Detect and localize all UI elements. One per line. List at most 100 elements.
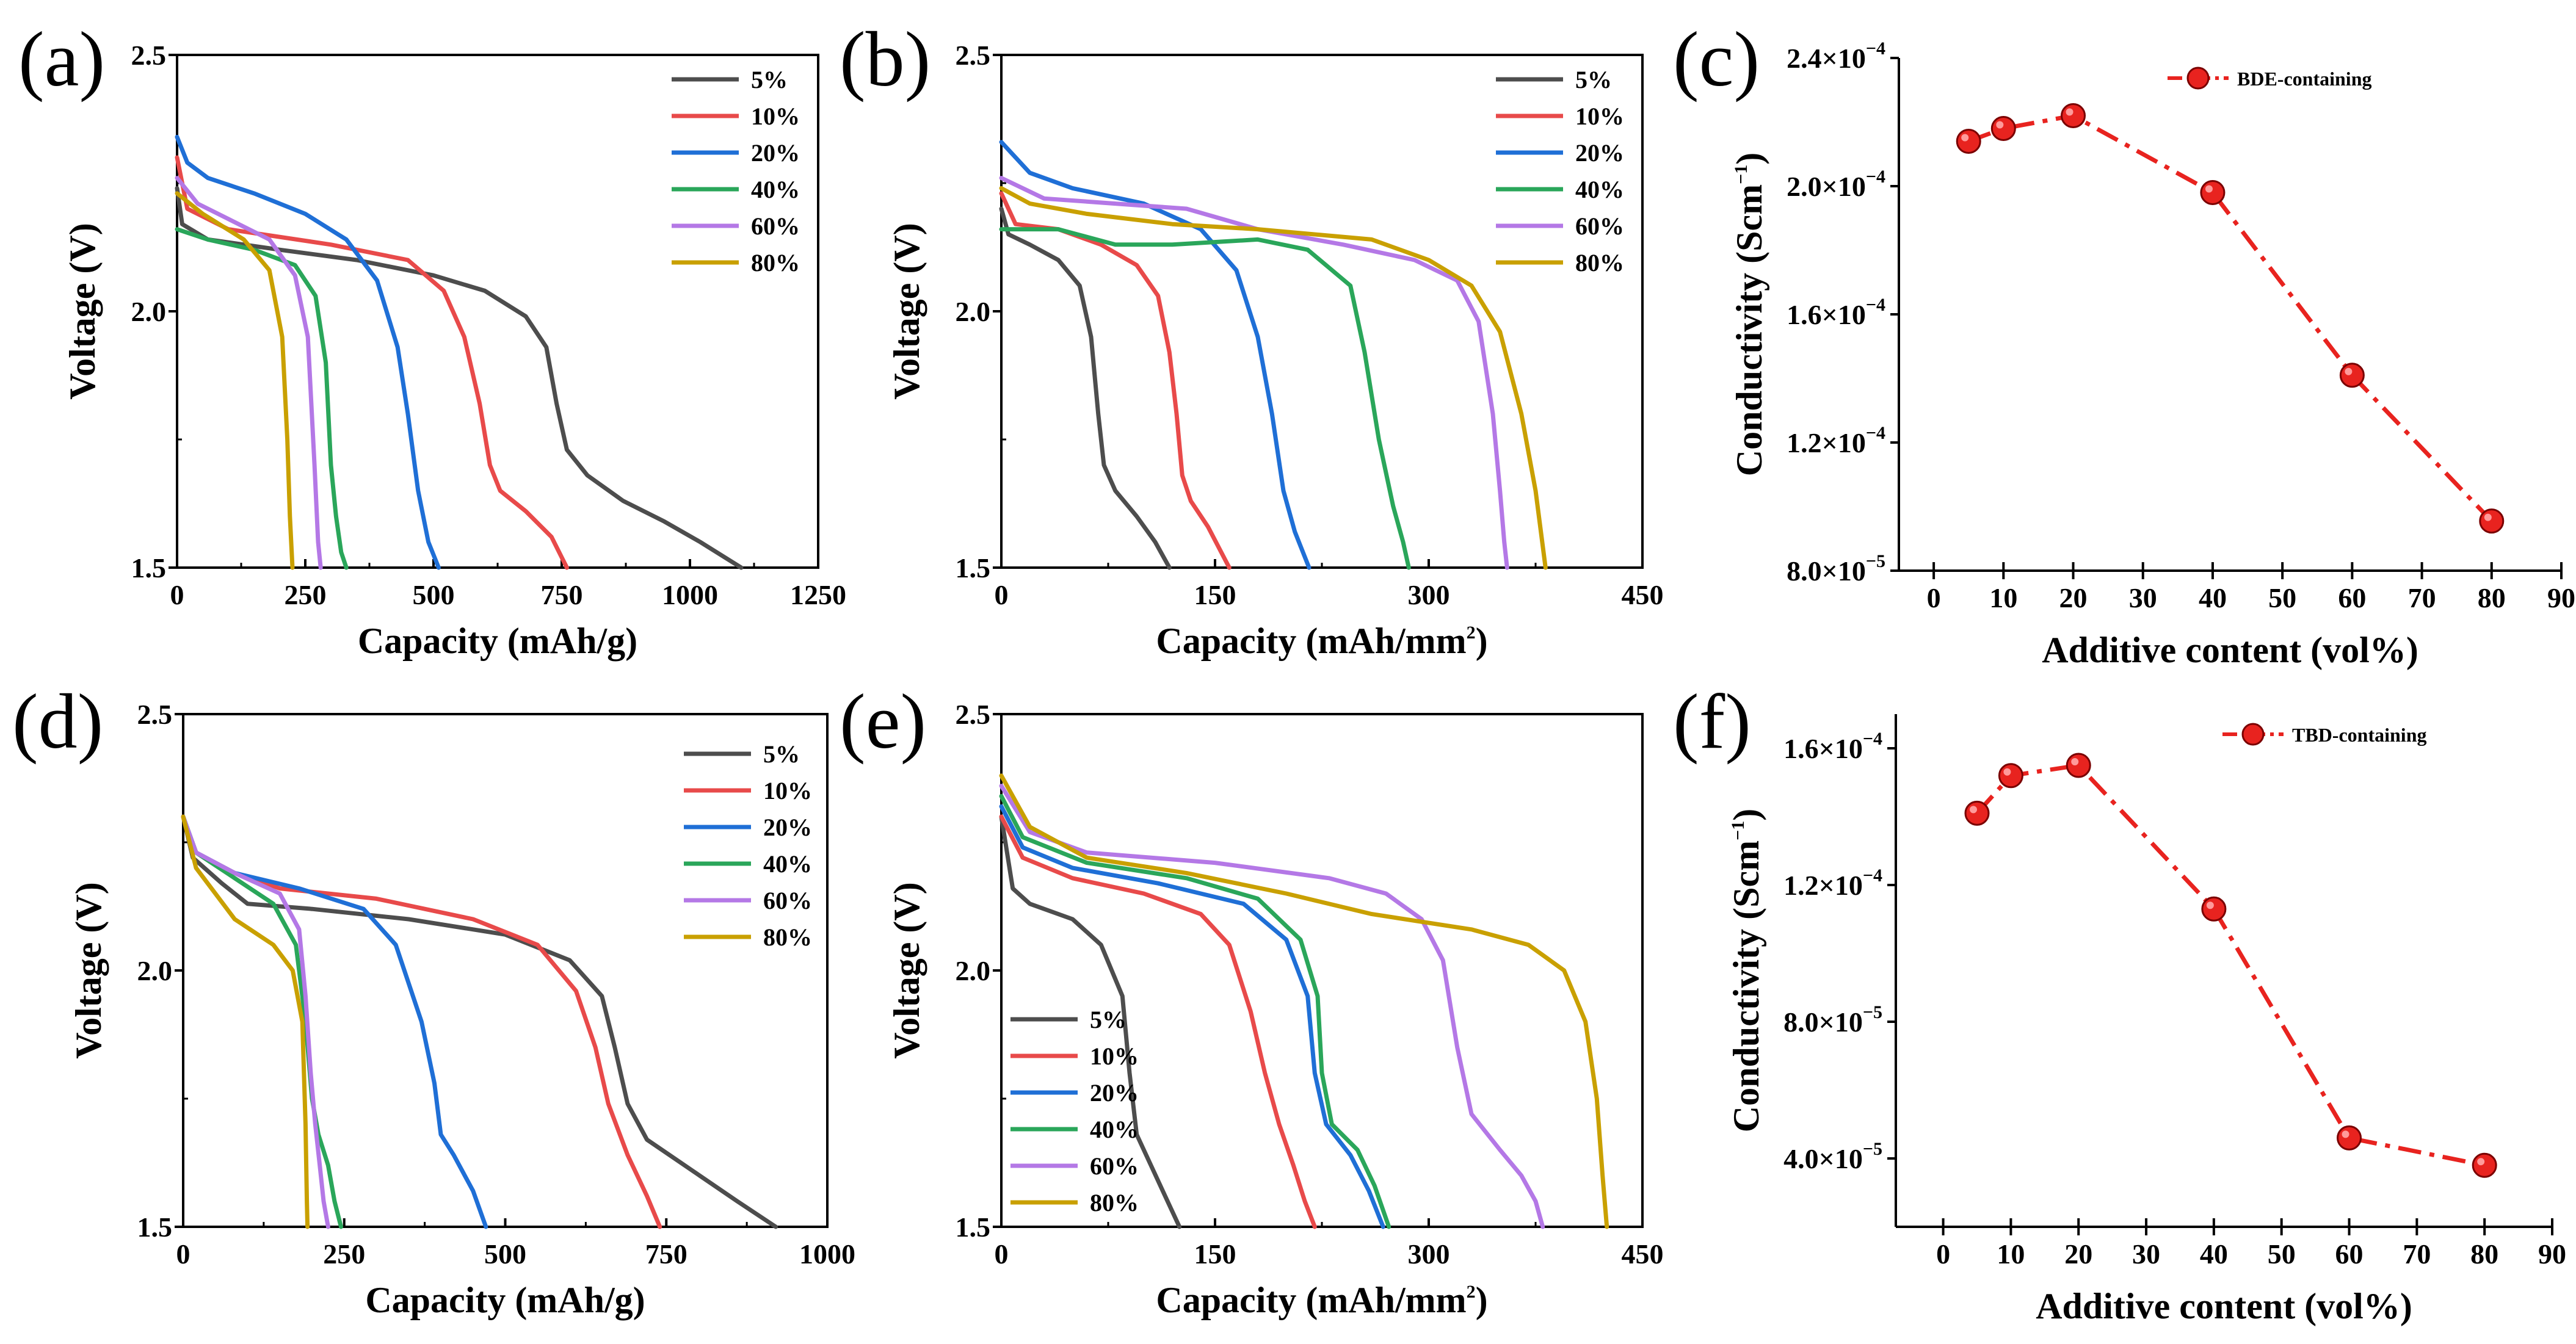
y-tick-label: 2.5 xyxy=(137,699,173,730)
panel-label: (d) xyxy=(12,678,103,765)
data-point-highlight xyxy=(2066,108,2073,116)
x-tick-label: 150 xyxy=(1194,579,1236,610)
x-tick-label: 30 xyxy=(2129,582,2157,613)
x-tick-label: 1250 xyxy=(790,579,846,610)
y-tick-label: 4.0×10−5 xyxy=(1783,1139,1882,1174)
legend-label: 5% xyxy=(1090,1006,1127,1033)
series-line-80% xyxy=(175,191,295,570)
panel-a: (a) 0 250 500 750 1000 1250 1.5 2.0 2.5 Capacity (… xyxy=(18,16,846,661)
x-tick-label: 90 xyxy=(2547,582,2575,613)
y-tick-label: 1.2×10−4 xyxy=(1783,865,1882,901)
x-tick-label: 150 xyxy=(1194,1238,1236,1270)
legend-label: 10% xyxy=(763,777,812,804)
legend-label: 60% xyxy=(1575,212,1624,240)
data-point-highlight xyxy=(2477,1158,2485,1166)
y-tick-label: 1.6×10−4 xyxy=(1787,295,1885,330)
x-tick-label: 0 xyxy=(1927,582,1941,613)
panel-label: (a) xyxy=(18,16,105,103)
y-axis-title: Voltage (V) xyxy=(68,882,109,1058)
y-tick-label: 1.5 xyxy=(131,552,167,583)
data-point xyxy=(2066,753,2091,778)
legend-label: 5% xyxy=(1575,66,1612,93)
series-line xyxy=(1975,763,2485,1168)
y-tick-label: 2.5 xyxy=(131,40,167,71)
data-point xyxy=(1964,800,1990,826)
y-tick-label: 1.5 xyxy=(137,1212,173,1243)
y-tick-label: 2.0 xyxy=(956,296,991,327)
legend-label: 10% xyxy=(1090,1042,1139,1070)
x-axis-title: Capacity (mAh/mm2) xyxy=(1156,621,1487,661)
data-point-highlight xyxy=(2484,513,2492,521)
x-axis-title: Capacity (mAh/g) xyxy=(365,1280,645,1320)
x-tick-label: 80 xyxy=(2478,582,2506,613)
data-point-highlight xyxy=(1996,121,2004,129)
y-axis-title: Voltage (V) xyxy=(887,223,927,399)
x-tick-label: 0 xyxy=(995,1238,1009,1270)
x-tick-label: 80 xyxy=(2470,1238,2498,1270)
x-axis-title: Additive content (vol%) xyxy=(2042,630,2418,670)
series-line-60% xyxy=(999,784,1545,1229)
legend-label: 10% xyxy=(1575,103,1624,130)
x-tick-label: 10 xyxy=(1997,1238,2025,1270)
legend-label: 5% xyxy=(751,66,788,93)
x-tick-label: 300 xyxy=(1408,1238,1450,1270)
legend-label: 40% xyxy=(1090,1116,1139,1143)
data-point-highlight xyxy=(2345,367,2353,375)
panel-b: (b) 0 150 300 450 1.5 2.0 2.5 Capacity (mAh/mm2)… xyxy=(840,16,1664,661)
y-tick-label: 2.0 xyxy=(137,955,173,986)
legend-label: 20% xyxy=(763,814,812,841)
y-tick-label: 2.0 xyxy=(131,296,167,327)
series-line-10% xyxy=(175,155,569,570)
x-tick-label: 0 xyxy=(995,579,1009,610)
panel-label: (f) xyxy=(1673,678,1751,765)
x-tick-label: 60 xyxy=(2338,582,2366,613)
data-point xyxy=(2479,508,2505,534)
x-tick-label: 450 xyxy=(1622,579,1664,610)
legend-label: 80% xyxy=(1575,249,1624,276)
x-tick-label: 40 xyxy=(2199,582,2227,613)
y-tick-label: 8.0×10−5 xyxy=(1787,551,1885,587)
x-axis-title: Additive content (vol%) xyxy=(2036,1286,2412,1326)
series-line-40% xyxy=(999,793,1391,1229)
legend-label: 80% xyxy=(763,923,812,951)
panel-e: (e) 0 150 300 450 1.5 2.0 2.5 Capacity (mAh/mm2)… xyxy=(840,678,1664,1320)
x-tick-label: 500 xyxy=(413,579,455,610)
y-tick-label: 2.5 xyxy=(956,699,991,730)
x-tick-label: 20 xyxy=(2064,1238,2092,1270)
series-line xyxy=(1967,113,2494,523)
y-axis-title: Voltage (V) xyxy=(62,223,103,399)
x-tick-label: 0 xyxy=(1936,1238,1950,1270)
y-tick-label: 1.5 xyxy=(956,1212,991,1243)
y-tick-label: 1.5 xyxy=(956,552,991,583)
x-tick-label: 0 xyxy=(176,1238,190,1270)
series-line-5% xyxy=(175,186,744,570)
data-point xyxy=(2201,896,2227,922)
data-point xyxy=(2061,103,2086,128)
legend-label: 60% xyxy=(763,887,812,914)
y-tick-label: 8.0×10−5 xyxy=(1783,1002,1882,1038)
y-tick-label: 2.5 xyxy=(956,40,991,71)
legend-label: 80% xyxy=(751,249,800,276)
x-tick-label: 70 xyxy=(2408,582,2436,613)
series-line-80% xyxy=(999,186,1548,570)
y-tick-label: 2.4×10−4 xyxy=(1787,38,1885,74)
x-tick-label: 50 xyxy=(2268,582,2296,613)
data-point-highlight xyxy=(2206,901,2214,909)
legend-label: 20% xyxy=(1575,139,1624,167)
x-tick-label: 1000 xyxy=(799,1238,855,1270)
x-tick-label: 500 xyxy=(484,1238,526,1270)
legend-label: TBD-containing xyxy=(2292,724,2426,746)
x-axis-title: Capacity (mAh/mm2) xyxy=(1156,1280,1487,1320)
x-tick-label: 750 xyxy=(541,579,583,610)
panel-label: (b) xyxy=(840,16,931,103)
y-tick-label: 1.6×10−4 xyxy=(1783,729,1882,764)
x-tick-label: 300 xyxy=(1408,579,1450,610)
panel-c: (c) 0 10 20 30 40 50 60 70 80 90 8.0×10−5 1.2×10−4 1.… xyxy=(1673,16,2575,670)
x-tick-label: 10 xyxy=(1989,582,2017,613)
x-tick-label: 50 xyxy=(2268,1238,2296,1270)
panel-label: (c) xyxy=(1673,16,1760,103)
x-tick-label: 0 xyxy=(170,579,184,610)
legend-label: 40% xyxy=(751,176,800,203)
x-tick-label: 450 xyxy=(1622,1238,1664,1270)
